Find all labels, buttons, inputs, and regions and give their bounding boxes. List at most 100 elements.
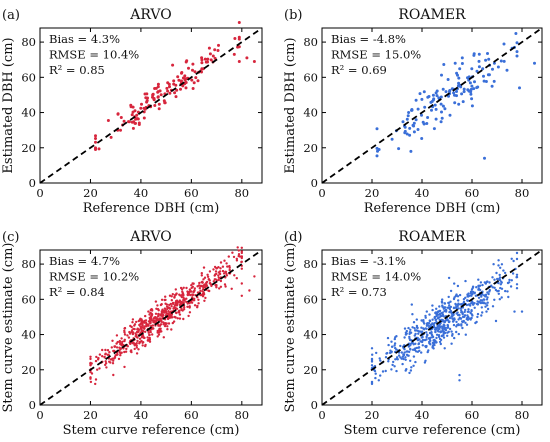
data-point: [475, 286, 478, 289]
data-point: [104, 353, 107, 356]
data-point: [237, 253, 241, 256]
data-point: [145, 99, 149, 103]
data-point: [161, 313, 165, 316]
data-point: [472, 87, 476, 91]
data-point: [443, 347, 446, 350]
data-point: [154, 300, 158, 303]
panel-label: (c): [2, 230, 19, 245]
data-point: [502, 42, 506, 46]
data-point: [240, 294, 243, 297]
data-point: [198, 281, 201, 285]
data-point: [130, 113, 134, 117]
data-point: [409, 347, 412, 351]
data-point: [149, 315, 153, 318]
data-point: [416, 107, 420, 111]
data-point: [113, 345, 116, 348]
one-to-one-line: [39, 27, 263, 184]
x-tick-label: 40: [415, 186, 430, 200]
data-point: [435, 307, 438, 310]
data-point: [496, 277, 499, 281]
data-point: [165, 86, 169, 90]
data-point: [213, 48, 217, 52]
data-point: [143, 336, 146, 340]
data-point: [448, 113, 452, 117]
data-point: [477, 296, 481, 299]
data-point: [500, 280, 503, 283]
data-point: [493, 298, 496, 301]
data-point: [201, 281, 204, 284]
data-point: [178, 317, 182, 320]
x-tick-label: 60: [184, 408, 199, 422]
data-point: [208, 52, 212, 56]
data-point: [392, 360, 395, 364]
data-point: [438, 325, 441, 328]
x-tick-label: 60: [465, 186, 480, 200]
data-point: [483, 298, 486, 301]
data-point: [470, 309, 473, 312]
data-point: [444, 90, 448, 94]
data-point: [515, 287, 519, 290]
y-tick-label: 60: [303, 70, 318, 84]
data-point: [397, 147, 401, 151]
data-point: [97, 147, 101, 151]
data-point: [515, 41, 519, 45]
data-point: [422, 90, 426, 94]
data-point: [414, 342, 417, 345]
data-point: [374, 376, 377, 380]
data-point: [441, 104, 445, 108]
data-point: [424, 314, 427, 318]
data-point: [436, 310, 440, 314]
data-point: [409, 369, 413, 372]
data-point: [167, 306, 170, 309]
data-point: [437, 316, 440, 319]
data-point: [159, 314, 163, 317]
data-point: [490, 84, 494, 88]
one-to-one-line: [321, 249, 543, 406]
data-point: [106, 353, 109, 356]
data-point: [130, 349, 133, 352]
data-point: [225, 272, 228, 276]
one-to-one-line: [321, 27, 543, 184]
data-point: [439, 95, 443, 99]
data-point: [143, 325, 146, 328]
data-point: [157, 318, 160, 321]
data-point: [182, 286, 185, 289]
data-point: [438, 305, 441, 308]
data-point: [211, 54, 215, 58]
x-tick-label: 60: [184, 186, 199, 200]
data-point: [444, 310, 448, 313]
data-point: [182, 298, 185, 302]
data-point: [180, 71, 183, 75]
data-point: [515, 50, 519, 54]
data-point: [203, 276, 207, 279]
data-point: [393, 344, 396, 347]
data-point: [425, 331, 428, 334]
data-point: [493, 278, 496, 281]
data-point: [451, 314, 454, 318]
data-point: [446, 331, 449, 334]
data-point: [431, 334, 434, 337]
data-point: [420, 351, 423, 354]
data-point: [511, 272, 515, 275]
data-point: [533, 61, 536, 65]
data-point: [137, 319, 140, 323]
data-point: [171, 301, 175, 305]
data-point: [191, 293, 194, 297]
data-point: [497, 292, 500, 295]
data-point: [90, 372, 94, 375]
data-point: [185, 300, 188, 304]
data-point: [165, 322, 168, 325]
data-point: [143, 327, 146, 330]
data-point: [151, 324, 155, 327]
data-point: [113, 355, 117, 359]
x-tick-label: 0: [318, 408, 325, 422]
data-point: [146, 336, 149, 339]
data-point: [197, 298, 200, 301]
data-point: [473, 306, 476, 309]
data-point: [147, 320, 151, 323]
data-point: [125, 347, 128, 351]
data-point: [163, 101, 167, 105]
data-point: [169, 316, 172, 319]
data-point: [115, 334, 119, 337]
data-point: [375, 154, 379, 158]
